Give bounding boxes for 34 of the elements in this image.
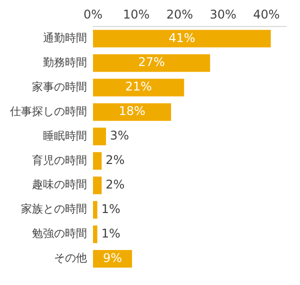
data-label: 27% — [138, 55, 165, 70]
bar — [93, 30, 271, 48]
data-label: 41% — [168, 30, 196, 45]
bar — [93, 226, 98, 244]
y-tick-label: 家事の時間 — [32, 80, 87, 94]
bar — [93, 201, 98, 219]
x-tick-label: 10% — [123, 7, 150, 22]
y-tick-label: 通勤時間 — [43, 31, 87, 44]
data-label: 2% — [106, 178, 125, 192]
y-tick-label: 趣味の時間 — [32, 178, 87, 192]
data-label: 1% — [101, 226, 120, 240]
data-label: 9% — [102, 250, 122, 265]
x-tick-label: 0% — [83, 7, 103, 22]
x-tick-label: 40% — [253, 7, 280, 22]
bar — [93, 103, 172, 121]
data-label: 2% — [106, 153, 125, 168]
y-tick-label: 勤務時間 — [43, 56, 87, 69]
y-tick-label: その他 — [54, 252, 87, 265]
y-tick-label: 仕事探しの時間 — [10, 104, 87, 118]
data-label: 18% — [118, 104, 146, 118]
data-label: 1% — [101, 202, 120, 216]
data-label: 21% — [125, 80, 152, 94]
bar — [93, 128, 106, 146]
y-tick-label: 育児の時間 — [32, 154, 87, 167]
y-tick-label: 家族との時間 — [21, 202, 87, 216]
x-tick-label: 30% — [210, 7, 236, 22]
y-tick-label: 睡眠時間 — [43, 129, 87, 142]
bar — [93, 152, 102, 170]
bar — [93, 54, 210, 72]
x-tick-label: 20% — [166, 7, 194, 22]
y-tick-label: 勉強の時間 — [32, 227, 87, 240]
data-label: 3% — [110, 128, 130, 143]
bar — [93, 78, 184, 96]
bar — [93, 176, 102, 194]
